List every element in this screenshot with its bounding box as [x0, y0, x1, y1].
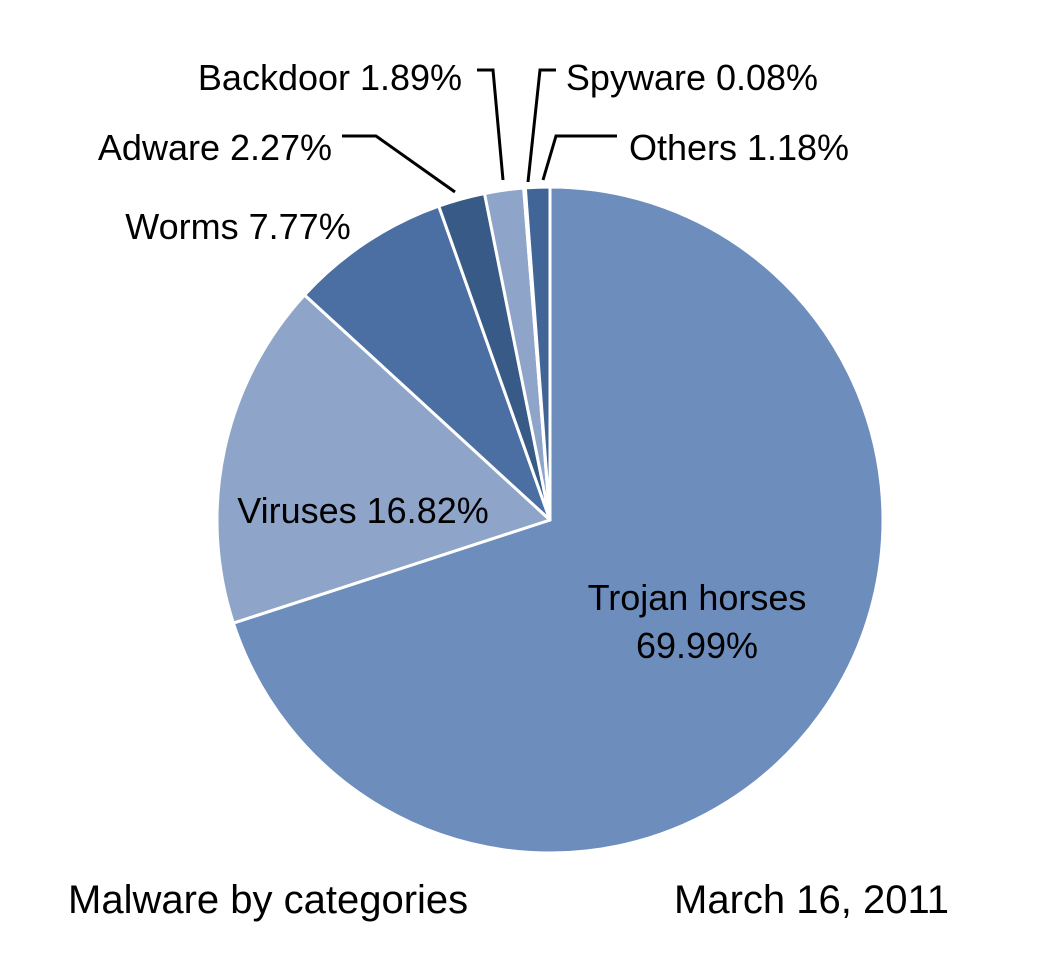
slice-label-backdoor: Backdoor 1.89%	[198, 57, 462, 98]
pie-slices	[215, 185, 885, 855]
slice-trojan-horses	[231, 185, 885, 855]
slice-worms	[303, 204, 552, 522]
leader-line-adware	[342, 134, 456, 194]
pie-labels: Trojan horses 69.99% Viruses 16.82% Worms 7…	[98, 57, 849, 666]
slice-label-viruses: Viruses 16.82%	[237, 490, 489, 531]
leader-line-others	[541, 134, 617, 181]
slice-label-trojan-horses: 69.99%	[636, 625, 758, 666]
chart-caption: Malware by categories	[68, 878, 469, 922]
leader-line-backdoor	[477, 68, 505, 181]
slice-label-worms: Worms 7.77%	[125, 206, 350, 247]
slice-label-adware: Adware 2.27%	[98, 127, 332, 168]
slice-label-spyware: Spyware 0.08%	[566, 57, 818, 98]
slice-others	[523, 185, 552, 522]
leader-line-spyware	[526, 68, 556, 183]
chart-date: March 16, 2011	[674, 878, 949, 922]
slice-viruses	[215, 293, 552, 625]
slice-label-trojan-horses: Trojan horses	[588, 577, 807, 618]
slice-label-others: Others 1.18%	[629, 127, 849, 168]
